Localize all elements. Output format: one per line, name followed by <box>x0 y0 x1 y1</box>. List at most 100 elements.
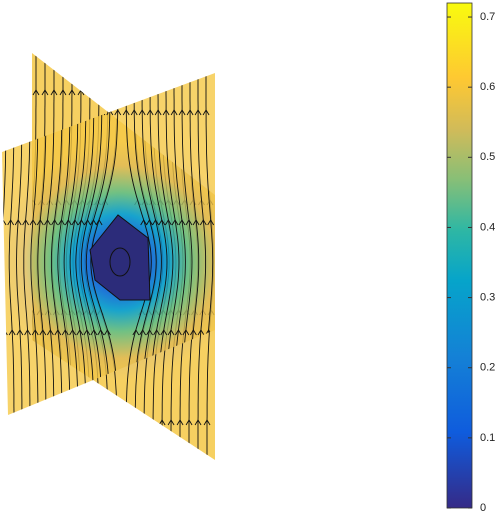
streamline <box>90 73 119 415</box>
stream-arrow <box>153 329 160 336</box>
stream-arrow <box>202 109 210 116</box>
stream-arrow <box>194 109 202 116</box>
streamline <box>85 73 111 415</box>
stream-arrow <box>24 329 31 336</box>
stream-arrow <box>185 419 193 426</box>
stream-arrow <box>104 329 111 336</box>
stream-arrow <box>122 89 130 96</box>
stream-arrow <box>178 109 186 116</box>
stream-arrow <box>71 219 79 226</box>
stream-arrow <box>131 419 139 426</box>
stream-arrow <box>95 219 103 226</box>
tick-label: 0.1 <box>480 432 495 444</box>
stream-arrow <box>207 219 215 226</box>
stream-arrow <box>39 329 47 336</box>
stream-arrow <box>190 329 197 336</box>
stream-arrow <box>7 219 15 226</box>
stream-arrow <box>104 419 112 426</box>
stream-arrow <box>146 329 153 336</box>
stream-arrow <box>44 219 51 226</box>
streamline <box>69 73 87 415</box>
stream-arrow <box>130 109 138 116</box>
tick-label: 0.3 <box>480 291 495 303</box>
stream-arrow <box>64 219 72 226</box>
tick-label: 0.5 <box>480 151 495 163</box>
streamline <box>75 73 95 415</box>
stream-arrow <box>178 219 186 226</box>
stream-arrow <box>58 219 65 226</box>
stream-arrow <box>199 219 207 226</box>
stream-arrow <box>203 419 211 426</box>
stream-arrow <box>50 419 58 426</box>
stream-arrow <box>22 219 30 226</box>
stream-arrow <box>113 89 121 96</box>
stream-arrow <box>140 219 148 226</box>
stream-arrow <box>160 329 168 336</box>
colorbar <box>446 2 473 509</box>
stream-arrow <box>138 109 146 116</box>
stream-arrow <box>59 419 67 426</box>
stream-arrow <box>16 329 24 336</box>
tick-label: 0 <box>480 502 486 514</box>
stream-arrow <box>95 89 103 96</box>
stream-arrow <box>149 89 157 96</box>
stream-arrow <box>122 109 130 116</box>
stream-arrow <box>197 329 205 336</box>
stream-arrow <box>175 329 182 336</box>
stream-arrow <box>185 219 193 226</box>
stream-arrow <box>154 109 162 116</box>
stream-arrow <box>29 219 37 226</box>
stream-arrow <box>69 329 76 336</box>
stream-arrow <box>31 329 39 336</box>
stream-arrow <box>192 219 200 226</box>
stream-arrow <box>90 329 98 336</box>
stream-arrow <box>77 219 85 226</box>
stream-arrow <box>114 109 122 116</box>
stream-arrow <box>54 329 62 336</box>
stream-arrow <box>41 419 49 426</box>
stream-arrow <box>8 329 16 336</box>
stream-arrow <box>104 89 112 96</box>
tick-label: 0.6 <box>480 81 495 93</box>
streamline <box>125 73 152 415</box>
stream-arrow <box>122 419 130 426</box>
stream-arrow <box>84 219 91 226</box>
stream-arrow <box>10 109 18 116</box>
stream-arrow <box>68 89 76 96</box>
vortex-core <box>89 214 151 301</box>
stream-arrow <box>77 419 85 426</box>
streamline <box>63 73 79 415</box>
stream-arrow <box>140 419 148 426</box>
stream-arrow <box>59 89 67 96</box>
slice-scene <box>2 53 215 460</box>
stream-arrow <box>18 109 26 116</box>
stream-arrow <box>170 109 178 116</box>
stream-arrow <box>158 219 166 226</box>
stream-arrow <box>95 419 103 426</box>
stream-arrow <box>162 109 170 116</box>
stream-arrow <box>182 329 190 336</box>
stream-arrow <box>2 109 10 116</box>
vortex-ring <box>109 247 131 277</box>
stream-arrow <box>132 329 140 336</box>
stream-arrow <box>83 329 91 336</box>
stream-arrow <box>164 219 172 226</box>
streamline <box>57 73 71 415</box>
stream-arrow <box>51 219 58 226</box>
colorbar-ticks: 0 0.1 0.2 0.3 0.4 0.5 0.6 0.7 <box>447 11 495 514</box>
tick-label: 0.4 <box>480 221 495 233</box>
stream-arrow <box>61 329 69 336</box>
streamline <box>80 73 103 415</box>
stream-arrow <box>32 419 40 426</box>
stream-arrow <box>171 219 179 226</box>
stream-arrow <box>139 329 147 336</box>
stream-arrow <box>131 89 139 96</box>
stream-arrow <box>152 219 159 226</box>
stream-arrow <box>167 329 175 336</box>
stream-arrow <box>167 419 175 426</box>
stream-arrow <box>194 419 202 426</box>
stream-arrow <box>176 419 184 426</box>
stream-arrow <box>41 89 49 96</box>
streamline <box>133 73 157 415</box>
